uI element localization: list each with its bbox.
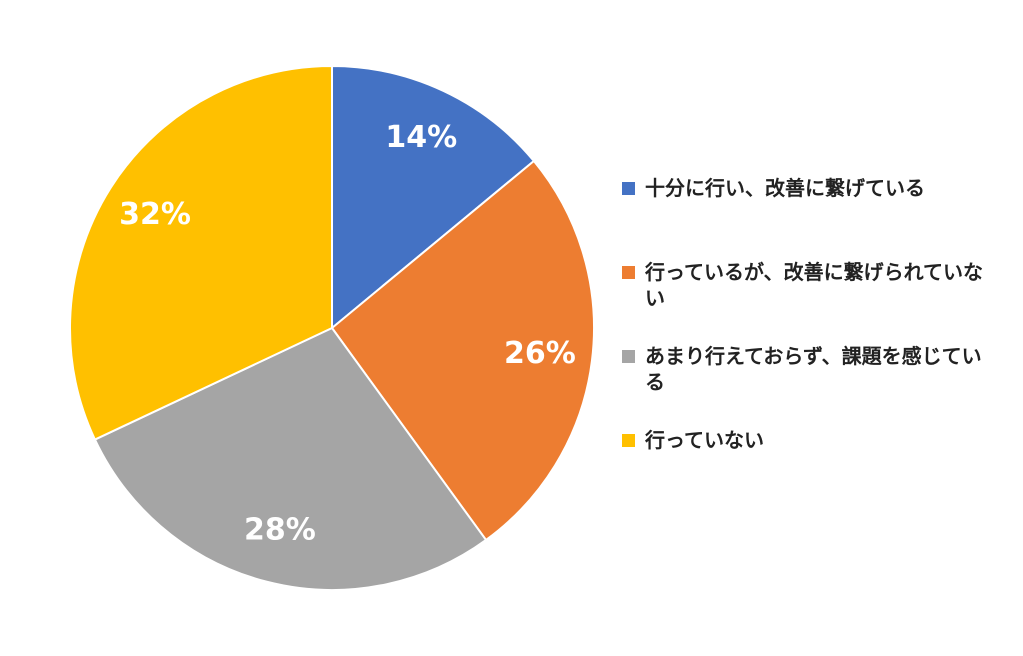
legend-swatch <box>622 182 635 195</box>
data-label: 28% <box>244 513 316 548</box>
legend-label: 行っているが、改善に繋げられていない <box>645 260 983 310</box>
pie-slice <box>331 64 536 331</box>
legend-swatch <box>622 266 635 279</box>
legend-label: あまり行えておらず、課題を感じている <box>645 344 982 394</box>
data-label: 26% <box>504 336 576 371</box>
legend-entry: あまり行えておらず、課題を感じている <box>622 343 994 395</box>
data-label: 32% <box>119 197 191 232</box>
legend-swatch <box>622 350 635 363</box>
legend-swatch <box>622 434 635 447</box>
pie-slice <box>330 159 595 542</box>
data-label: 14% <box>385 120 457 155</box>
legend-entry: 行っていない <box>622 427 994 453</box>
legend-entry: 十分に行い、改善に繋げている <box>622 175 994 201</box>
legend-label: 十分に行い、改善に繋げている <box>645 176 925 200</box>
pie-slice <box>93 326 488 591</box>
legend-label: 行っていない <box>645 428 764 452</box>
legend-entry: 行っているが、改善に繋げられていない <box>622 259 994 311</box>
pie-slice <box>69 64 333 441</box>
